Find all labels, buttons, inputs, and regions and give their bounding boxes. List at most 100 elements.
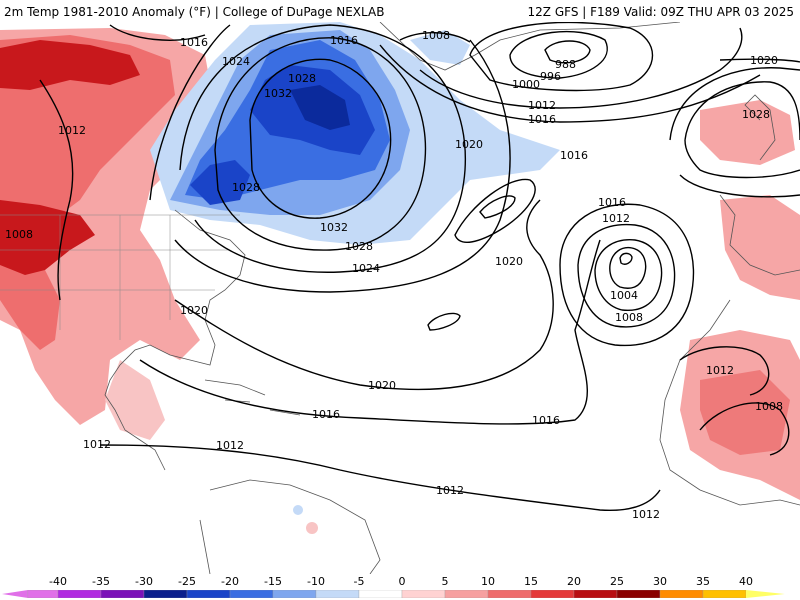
isobar-label: 996 <box>540 70 561 83</box>
legend-tick-label: -35 <box>92 575 110 588</box>
isobar-elongated-high <box>454 178 536 243</box>
isobar-label: 1016 <box>312 408 340 421</box>
isobar-label: 1016 <box>598 196 626 209</box>
legend-swatch <box>272 590 317 598</box>
isobar-elongated-high-inner <box>479 195 516 219</box>
legend-tick-label: 25 <box>610 575 624 588</box>
warm-speck-sa <box>306 522 318 534</box>
isobar-label: 1028 <box>288 72 316 85</box>
caribbean-islands <box>204 379 301 416</box>
legend-tick-label: 35 <box>696 575 710 588</box>
legend-tick-label: 30 <box>653 575 667 588</box>
color-legend: -40 -35 -30 -25 -20 -15 -10 -5 0 5 10 15 20 25 30 35 40 <box>0 574 800 600</box>
isobar-canada-1020 <box>149 24 511 293</box>
anomaly-fill-layer <box>0 22 800 534</box>
isobar-label: 1032 <box>320 221 348 234</box>
legend-swatch <box>702 590 747 598</box>
greenland-coast <box>379 22 681 71</box>
us-state-lines <box>0 214 240 340</box>
isobar-low-1012 <box>577 223 676 328</box>
warm-anomaly-africa-strong <box>700 370 790 455</box>
legend-swatch <box>573 590 618 598</box>
cold-anomaly-greenland-tip <box>410 30 470 65</box>
isobar-small-high <box>427 312 461 331</box>
isobar-uk-1024 <box>669 67 800 198</box>
legend-swatch <box>659 590 704 598</box>
legend-tick-label: 0 <box>398 575 406 588</box>
legend-swatch <box>487 590 532 598</box>
map-header: 2m Temp 1981-2010 Anomaly (°F) | College… <box>0 0 800 22</box>
isobar-label: 1020 <box>455 138 483 151</box>
isobar-label: 1012 <box>436 484 464 497</box>
legend-tick-label: 40 <box>739 575 753 588</box>
legend-tick-label: -30 <box>135 575 153 588</box>
legend-swatch <box>358 590 403 598</box>
legend-tick-label: -20 <box>221 575 239 588</box>
isobar-canada-1032 <box>249 58 392 219</box>
isobar-canada-1024 <box>179 24 466 273</box>
isobar-label: 988 <box>555 58 576 71</box>
isobar-north-1020 <box>719 58 800 63</box>
isobar-atlantic-1020 <box>174 199 554 391</box>
isobar-canada-1028 <box>214 37 427 251</box>
legend-swatch <box>444 590 489 598</box>
isobar-low-1016 <box>559 203 695 347</box>
isobar-label: 1020 <box>368 379 396 392</box>
isobar-greenland-1008 <box>399 32 471 43</box>
run-info: 12Z GFS | F189 Valid: 09Z THU APR 03 202… <box>527 5 794 19</box>
legend-labels: -40 -35 -30 -25 -20 -15 -10 -5 0 5 10 15 20 25 30 35 40 <box>0 575 800 588</box>
isobar-label: 1012 <box>632 508 660 521</box>
legend-tick-label: 5 <box>441 575 449 588</box>
isobar-north-1012 <box>419 27 743 109</box>
isobar-label: 1028 <box>742 108 770 121</box>
europe-coast <box>719 94 800 276</box>
legend-tick-label: 20 <box>567 575 581 588</box>
legend-tick-label: 10 <box>481 575 495 588</box>
south-america-coast <box>199 479 381 574</box>
isobar-label: 1032 <box>264 87 292 100</box>
isobar-label: 1012 <box>602 212 630 225</box>
isobar-label: 1000 <box>512 78 540 91</box>
isobar-label: 1012 <box>706 364 734 377</box>
legend-tick-label: -10 <box>307 575 325 588</box>
isobar-label: 1012 <box>528 99 556 112</box>
warm-anomaly-west-strong <box>0 35 175 350</box>
cold-speck-carib <box>293 505 303 515</box>
isobar-label: 1016 <box>560 149 588 162</box>
isobar-label: 1028 <box>345 240 373 253</box>
isobar-label: 1024 <box>352 262 380 275</box>
isobar-africa-1012 <box>679 346 770 396</box>
legend-swatch <box>57 590 102 598</box>
isobar-label: 1012 <box>216 439 244 452</box>
warm-anomaly-core-north <box>0 40 140 90</box>
isobar-label: 1012 <box>58 124 86 137</box>
warm-anomaly-mexico <box>105 360 165 440</box>
legend-tick-label: -25 <box>178 575 196 588</box>
isobar-north-988 <box>544 40 591 64</box>
legend-tick-label: 15 <box>524 575 538 588</box>
isobar-low-1008 <box>594 239 663 312</box>
isobar-label: 1016 <box>330 34 358 47</box>
isobar-labels: 1016 1024 1028 1032 1016 1028 1032 1028 … <box>5 29 783 521</box>
isobar-label: 1008 <box>5 228 33 241</box>
isobar-label: 1008 <box>755 400 783 413</box>
isobar-1012-plains <box>39 79 74 301</box>
legend-swatch <box>401 590 446 598</box>
isobar-label: 1008 <box>422 29 450 42</box>
north-america-coast <box>104 209 246 471</box>
isobar-label: 1020 <box>495 255 523 268</box>
isobar-uk-1028 <box>684 81 800 179</box>
legend-extend-high <box>746 590 785 598</box>
isobar-label: 1004 <box>610 289 638 302</box>
isobar-north-1016 <box>379 44 761 123</box>
coastline-layer <box>0 22 800 574</box>
header-left: 2m Temp 1981-2010 Anomaly (°F) | College… <box>4 5 384 19</box>
source-label: College of DuPage NEXLAB <box>222 5 385 19</box>
legend-tick-label: -15 <box>264 575 282 588</box>
isobar-label: 1016 <box>180 36 208 49</box>
product-title: 2m Temp 1981-2010 Anomaly (°F) <box>4 5 211 19</box>
legend-swatch <box>100 590 145 598</box>
isobar-africa-1008 <box>699 402 790 456</box>
isobar-north-996 <box>509 30 608 79</box>
